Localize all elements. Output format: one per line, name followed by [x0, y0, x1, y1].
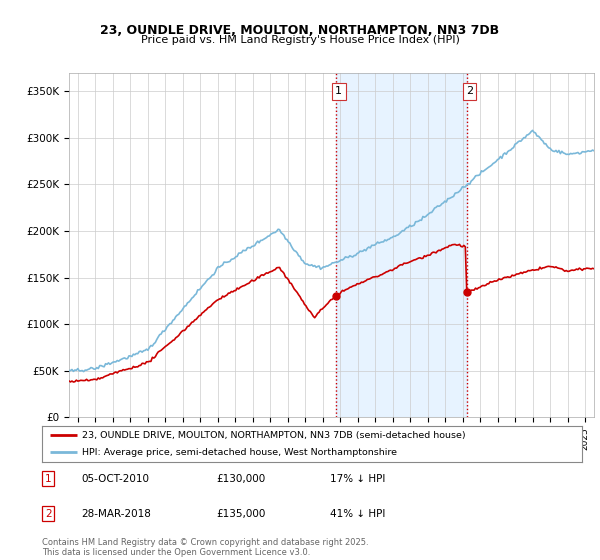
Text: Price paid vs. HM Land Registry's House Price Index (HPI): Price paid vs. HM Land Registry's House … — [140, 35, 460, 45]
Text: 1: 1 — [335, 86, 342, 96]
Bar — [336, 73, 467, 417]
Text: 23, OUNDLE DRIVE, MOULTON, NORTHAMPTON, NN3 7DB: 23, OUNDLE DRIVE, MOULTON, NORTHAMPTON, … — [100, 24, 500, 36]
Text: 23, OUNDLE DRIVE, MOULTON, NORTHAMPTON, NN3 7DB (semi-detached house): 23, OUNDLE DRIVE, MOULTON, NORTHAMPTON, … — [83, 431, 466, 440]
Text: Contains HM Land Registry data © Crown copyright and database right 2025.
This d: Contains HM Land Registry data © Crown c… — [42, 538, 368, 557]
Text: £135,000: £135,000 — [216, 508, 265, 519]
Text: 2: 2 — [45, 508, 52, 519]
Text: 05-OCT-2010: 05-OCT-2010 — [81, 474, 149, 484]
Text: £130,000: £130,000 — [216, 474, 265, 484]
Text: 2: 2 — [466, 86, 473, 96]
Text: HPI: Average price, semi-detached house, West Northamptonshire: HPI: Average price, semi-detached house,… — [83, 447, 398, 456]
Text: 41% ↓ HPI: 41% ↓ HPI — [330, 508, 385, 519]
Text: 17% ↓ HPI: 17% ↓ HPI — [330, 474, 385, 484]
Text: 1: 1 — [45, 474, 52, 484]
Text: 28-MAR-2018: 28-MAR-2018 — [81, 508, 151, 519]
